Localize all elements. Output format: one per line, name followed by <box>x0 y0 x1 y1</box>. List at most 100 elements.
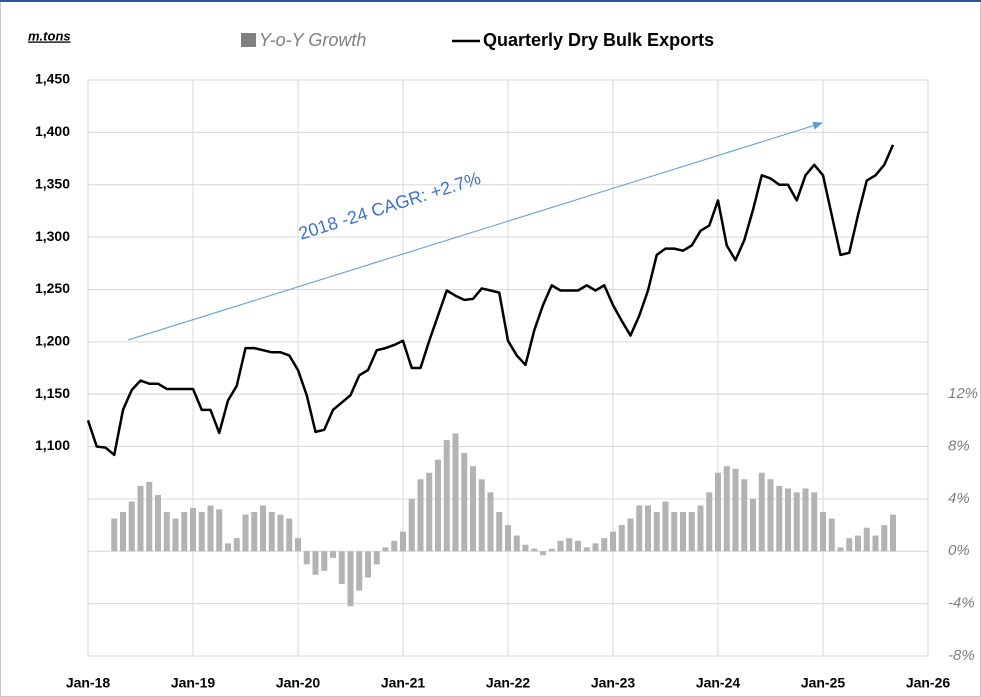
bar <box>548 548 555 552</box>
bar <box>715 472 721 552</box>
bar <box>321 551 328 571</box>
bar <box>811 492 818 552</box>
bar <box>155 494 161 552</box>
bar <box>365 551 371 578</box>
bar <box>295 538 301 552</box>
y-tick-label: 1,350 <box>35 175 70 191</box>
bar <box>277 514 284 552</box>
bar <box>382 547 389 552</box>
bar <box>198 512 205 552</box>
bar <box>137 485 144 552</box>
y2-tick-label: 8% <box>948 438 970 455</box>
y-tick-label: 1,150 <box>35 385 70 401</box>
bar <box>863 527 870 552</box>
bar <box>758 472 765 552</box>
bar <box>531 548 538 552</box>
bar <box>216 509 223 552</box>
bar <box>653 512 660 552</box>
y-tick-label: 1,300 <box>35 228 70 244</box>
bar <box>846 538 853 552</box>
bar <box>750 498 756 552</box>
bar <box>128 501 135 552</box>
bar <box>723 466 730 552</box>
bar <box>802 488 809 552</box>
x-tick-label: Jan-19 <box>171 675 216 691</box>
bar <box>330 551 336 558</box>
bar <box>496 512 503 552</box>
bar <box>356 551 363 591</box>
y2-tick-label: 4% <box>948 490 970 507</box>
bar <box>732 468 739 552</box>
bar <box>583 547 590 552</box>
bar <box>566 538 573 552</box>
x-tick-label: Jan-25 <box>801 675 846 691</box>
bar <box>837 547 844 552</box>
bar <box>242 514 249 552</box>
x-tick-label: Jan-22 <box>486 675 531 691</box>
bar <box>470 466 476 552</box>
bar <box>776 485 783 552</box>
bar <box>522 544 529 552</box>
bar <box>111 518 118 552</box>
bar <box>172 518 179 552</box>
y-tick-label: 1,100 <box>35 437 70 453</box>
bar <box>881 525 888 552</box>
bar <box>303 551 310 565</box>
x-tick-label: Jan-18 <box>66 675 111 691</box>
x-tick-label: Jan-23 <box>591 675 636 691</box>
y2-tick-label: -8% <box>948 647 975 664</box>
y2-tick-label: -4% <box>948 595 975 612</box>
bar <box>268 512 275 552</box>
bar <box>618 525 625 552</box>
y-tick-label: 1,200 <box>35 333 70 349</box>
bar <box>890 514 896 552</box>
bar <box>785 488 791 552</box>
legend-label: Quarterly Dry Bulk Exports <box>483 30 714 50</box>
bar <box>461 453 468 552</box>
bar <box>426 472 433 552</box>
bar <box>671 512 678 552</box>
bar <box>793 492 800 552</box>
x-tick-label: Jan-20 <box>276 675 321 691</box>
bar <box>373 551 380 565</box>
bar <box>872 535 879 552</box>
x-tick-label: Jan-26 <box>906 675 951 691</box>
bar <box>601 538 608 552</box>
bar <box>487 492 494 552</box>
bar <box>820 512 826 552</box>
bar <box>163 512 170 552</box>
bar <box>706 492 713 552</box>
x-tick-label: Jan-21 <box>381 675 426 691</box>
y2-tick-label: 0% <box>948 542 970 559</box>
bar <box>417 479 424 552</box>
legend-label: Y-o-Y Growth <box>259 30 366 50</box>
legend-swatch <box>241 33 256 47</box>
bar <box>233 538 240 552</box>
bar <box>688 512 695 552</box>
bar <box>286 518 293 552</box>
bar <box>478 479 485 552</box>
bar <box>662 501 669 552</box>
y-axis-label: m.tons <box>28 28 71 43</box>
bar <box>636 505 643 552</box>
bar <box>697 505 704 552</box>
bar <box>347 551 354 607</box>
bar <box>181 512 188 552</box>
bar <box>190 508 196 552</box>
bar <box>540 551 546 556</box>
bar <box>505 525 511 552</box>
bar <box>610 531 616 552</box>
line <box>86 144 895 457</box>
bar <box>146 481 153 552</box>
trend-arrow <box>127 121 823 341</box>
bar <box>391 540 398 552</box>
bar <box>855 535 861 552</box>
bar <box>207 505 214 552</box>
bar <box>225 543 231 552</box>
bar <box>435 459 441 552</box>
bar <box>400 531 406 552</box>
bar <box>120 512 126 552</box>
bar <box>312 551 319 575</box>
